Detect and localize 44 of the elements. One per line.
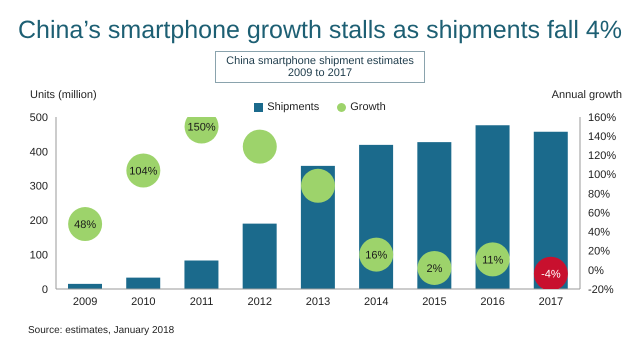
y2-tick-label: 20% xyxy=(588,246,610,258)
y-tick-label: 400 xyxy=(30,146,48,158)
y2-tick-label: 40% xyxy=(588,226,610,239)
y-tick-label: 100 xyxy=(30,250,48,262)
y-tick-label: 300 xyxy=(30,180,48,193)
data-label: -4% xyxy=(541,268,561,281)
legend-label: Growth xyxy=(349,101,386,113)
point xyxy=(301,168,335,203)
x-tick-label: 2014 xyxy=(364,296,388,308)
data-label: 16% xyxy=(365,250,388,262)
chart-title: China’s smartphone growth stalls as shipments fall 4% xyxy=(17,15,623,45)
bar xyxy=(126,278,160,289)
chart-subtitle: China smartphone shipment estimates 2009 to 2017 xyxy=(215,51,425,83)
point xyxy=(242,130,277,164)
bar xyxy=(184,260,218,289)
bar xyxy=(242,224,277,289)
data-label: 150% xyxy=(187,122,216,134)
source-note: Source: estimates, January 2018 xyxy=(27,324,176,336)
x-tick-label: 2015 xyxy=(422,296,447,308)
y-axis-title: Units (million) xyxy=(30,89,97,101)
y2-tick-label: 0% xyxy=(588,264,604,277)
y2-tick-label: 100% xyxy=(588,169,616,182)
y2-tick-label: 60% xyxy=(588,207,610,220)
legend-label: Shipments xyxy=(266,101,320,113)
y2-tick-label: 140% xyxy=(588,131,616,144)
data-label: 11% xyxy=(482,254,504,266)
x-tick-label: 2010 xyxy=(131,296,156,308)
y2-tick-label: 120% xyxy=(588,150,616,162)
x-tick-label: 2011 xyxy=(190,296,214,308)
y-tick-label: 500 xyxy=(30,112,48,124)
y2-tick-label: 80% xyxy=(588,188,610,200)
data-label: 104% xyxy=(129,166,158,178)
y2-axis-title: Annual growth xyxy=(552,89,622,101)
data-label: 2% xyxy=(426,262,443,275)
x-tick-label: 2017 xyxy=(538,296,564,308)
y2-tick-label: -20% xyxy=(588,284,614,296)
x-tick-label: 2016 xyxy=(480,296,505,308)
y-tick-label: 0 xyxy=(42,284,48,296)
x-tick-label: 2012 xyxy=(248,296,272,308)
y2-tick-label: 160% xyxy=(588,112,616,124)
x-tick-label: 2013 xyxy=(306,296,330,308)
x-tick-label: 2009 xyxy=(72,296,98,308)
data-label: 48% xyxy=(74,219,96,232)
y-tick-label: 200 xyxy=(30,215,48,228)
